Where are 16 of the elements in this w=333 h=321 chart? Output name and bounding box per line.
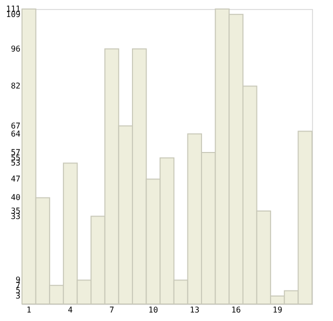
x-tick-label: 7 (109, 306, 114, 314)
x-tick-label: 4 (68, 306, 73, 314)
y-tick-label: 47 (10, 174, 21, 184)
y-tick-label: 96 (10, 44, 21, 54)
y-tick-label: 109 (6, 10, 21, 19)
x-tick-label: 10 (148, 306, 158, 314)
x-tick-label: 19 (272, 306, 282, 314)
x-tick-label: 16 (231, 306, 242, 314)
y-tick-label: 55 (10, 153, 21, 162)
y-tick-label: 82 (10, 82, 21, 91)
y-tick-label: 64 (10, 129, 21, 138)
y-tick-label: 67 (10, 121, 21, 130)
y-tick-label: 35 (10, 206, 21, 216)
x-tick-label: 1 (26, 306, 32, 314)
x-tick-label: 13 (190, 306, 200, 314)
y-tick-label: 40 (10, 193, 21, 202)
